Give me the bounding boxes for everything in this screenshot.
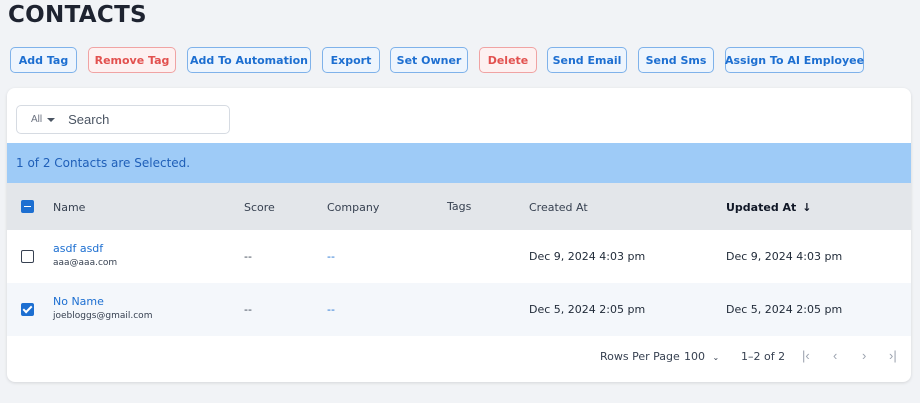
rows-per-page-label: Rows Per Page xyxy=(600,350,680,363)
selection-count-text: 1 of 2 Contacts are Selected. xyxy=(16,156,191,170)
next-page-icon[interactable]: › xyxy=(862,348,867,363)
rows-per-page-value: 100 xyxy=(684,350,705,363)
column-header-updated-at[interactable]: Updated At ↓ xyxy=(726,201,812,214)
export-button[interactable]: Export xyxy=(322,47,380,73)
updated-at-cell: Dec 9, 2024 4:03 pm xyxy=(726,250,843,263)
set-owner-button[interactable]: Set Owner xyxy=(390,47,468,73)
send-email-button[interactable]: Send Email xyxy=(547,47,627,73)
prev-page-icon[interactable]: ‹ xyxy=(833,348,838,363)
contact-email: joebloggs@gmail.com xyxy=(53,311,153,321)
search-filter-dropdown[interactable]: All xyxy=(31,114,56,125)
select-all-checkbox[interactable] xyxy=(21,200,34,213)
created-at-cell: Dec 5, 2024 2:05 pm xyxy=(529,303,646,316)
page-title: CONTACTS xyxy=(8,2,147,28)
delete-button[interactable]: Delete xyxy=(479,47,537,73)
pagination-range: 1–2 of 2 xyxy=(741,350,786,363)
column-header-score[interactable]: Score xyxy=(244,201,275,214)
add-tag-button[interactable]: Add Tag xyxy=(10,47,77,73)
company-cell[interactable]: -- xyxy=(327,303,335,316)
search-box: All xyxy=(16,105,230,134)
column-header-name[interactable]: Name xyxy=(53,201,86,214)
column-header-tags[interactable]: Tags xyxy=(447,200,472,213)
table-header: Name Score Company Tags Created At Updat… xyxy=(7,183,911,230)
column-header-company[interactable]: Company xyxy=(327,201,380,214)
contacts-card: All 1 of 2 Contacts are Selected. Name S… xyxy=(7,88,911,382)
chevron-down-icon: ⌄ xyxy=(712,353,720,362)
last-page-icon[interactable]: ›| xyxy=(889,348,897,363)
column-header-created-at[interactable]: Created At xyxy=(529,201,588,214)
search-filter-label: All xyxy=(31,114,43,125)
selection-banner: 1 of 2 Contacts are Selected. xyxy=(7,143,911,183)
search-input[interactable] xyxy=(68,112,209,127)
table-row[interactable]: No Name joebloggs@gmail.com -- -- Dec 5,… xyxy=(7,283,911,336)
contact-email: aaa@aaa.com xyxy=(53,258,118,268)
send-sms-button[interactable]: Send Sms xyxy=(638,47,714,73)
contact-name-link[interactable]: asdf asdf xyxy=(53,242,104,255)
created-at-cell: Dec 9, 2024 4:03 pm xyxy=(529,250,646,263)
column-header-updated-at-label: Updated At xyxy=(726,201,797,214)
table-row[interactable]: asdf asdf aaa@aaa.com -- -- Dec 9, 2024 … xyxy=(7,230,911,283)
updated-at-cell: Dec 5, 2024 2:05 pm xyxy=(726,303,843,316)
caret-down-icon xyxy=(47,117,56,122)
assign-ai-employee-button[interactable]: Assign To AI Employee xyxy=(725,47,864,73)
rows-per-page-select[interactable]: 100 ⌄ xyxy=(684,350,719,368)
score-cell: -- xyxy=(244,250,252,263)
row-checkbox[interactable] xyxy=(21,250,34,263)
sort-descending-icon: ↓ xyxy=(802,201,812,214)
score-cell: -- xyxy=(244,303,252,316)
company-cell[interactable]: -- xyxy=(327,250,335,263)
remove-tag-button[interactable]: Remove Tag xyxy=(88,47,176,73)
contact-name-cell: No Name joebloggs@gmail.com xyxy=(53,295,152,321)
first-page-icon[interactable]: |‹ xyxy=(802,348,810,363)
contact-name-link[interactable]: No Name xyxy=(53,295,104,308)
add-to-automation-button[interactable]: Add To Automation xyxy=(187,47,311,73)
row-checkbox[interactable] xyxy=(21,303,34,316)
contact-name-cell: asdf asdf aaa@aaa.com xyxy=(53,242,117,268)
